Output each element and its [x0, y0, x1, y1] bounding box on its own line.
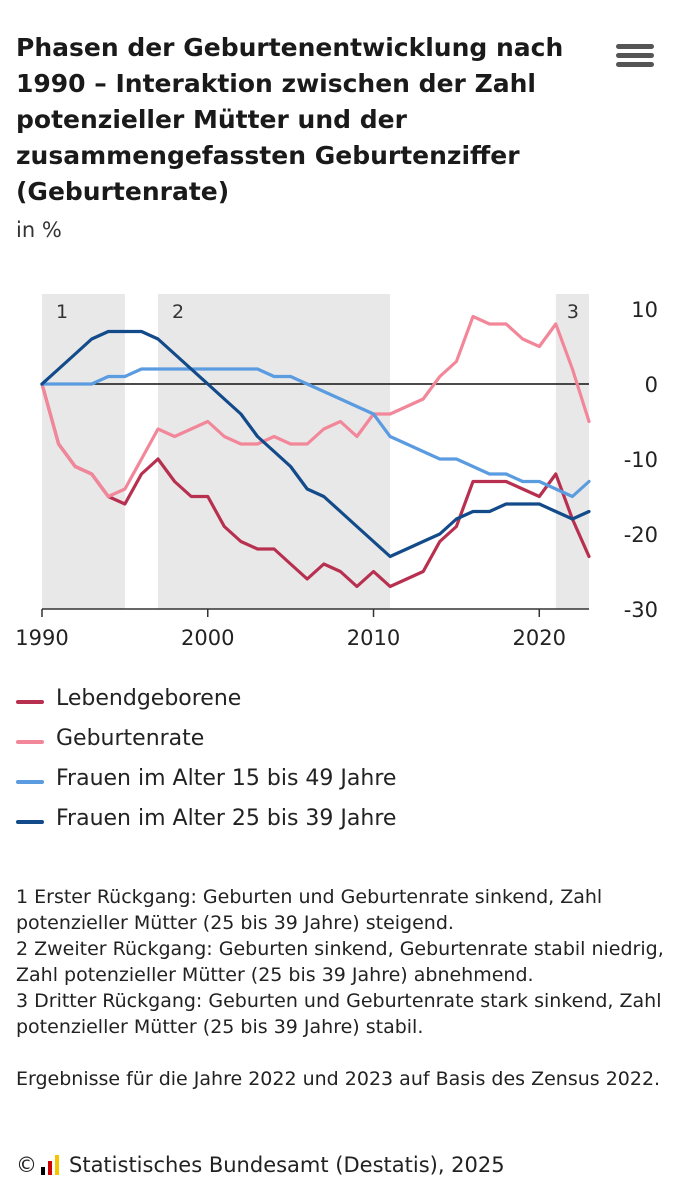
hamburger-menu-icon[interactable]	[612, 40, 658, 80]
series-line-3	[40, 367, 591, 499]
phase-band-1	[42, 294, 125, 609]
legend-label: Frauen im Alter 15 bis 49 Jahre	[56, 766, 397, 791]
legend-label: Geburtenrate	[56, 726, 205, 751]
note-phase-1: 1 Erster Rückgang: Geburten und Geburten…	[16, 886, 603, 934]
series-line-1	[40, 382, 591, 589]
x-tick-label: 2000	[181, 626, 234, 650]
copyright-symbol: ©	[16, 1153, 37, 1177]
note-census: Ergebnisse für die Jahre 2022 und 2023 a…	[16, 1068, 661, 1090]
series-lines	[40, 314, 591, 589]
logo-bar-3	[55, 1155, 59, 1175]
x-tick-label: 2020	[513, 626, 566, 650]
logo-bar-2	[48, 1161, 52, 1175]
legend-label: Frauen im Alter 25 bis 39 Jahre	[56, 806, 397, 831]
unit-label: in %	[16, 218, 62, 242]
chart-title: Phasen der Geburtenentwicklung nach 1990…	[16, 33, 564, 206]
y-tick-label: 0	[645, 373, 658, 397]
legend-swatch-frauen-15-49	[16, 780, 44, 784]
logo-bar-1	[41, 1167, 45, 1175]
legend-label: Lebendgeborene	[56, 686, 242, 711]
legend-swatch-lebendgeborene	[16, 700, 44, 704]
y-tick-label: -30	[624, 598, 658, 622]
note-phase-3: 3 Dritter Rückgang: Geburten und Geburte…	[16, 990, 662, 1038]
footnotes: 1 Erster Rückgang: Geburten und Geburten…	[16, 884, 676, 1092]
phase-bands: 1 2 3	[42, 294, 589, 609]
phase-label-2: 2	[172, 301, 184, 323]
y-tick-label: 10	[631, 298, 658, 322]
phase-label-1: 1	[56, 301, 68, 323]
phase-label-3: 3	[567, 301, 579, 323]
x-tick-label: 2010	[347, 626, 400, 650]
axes: 1990 2000 2010 2020 10 0 -10 -20 -30	[15, 298, 658, 650]
phase-band-3	[555, 294, 589, 609]
legend-swatch-frauen-25-39	[16, 820, 44, 824]
note-phase-2: 2 Zweiter Rückgang: Geburten sinkend, Ge…	[16, 938, 664, 986]
y-tick-label: -10	[624, 448, 658, 472]
line-chart: 1 2 3 1990 2000 2010 2020 10 0 -10 -20 -30	[15, 294, 658, 650]
series-line-4	[40, 329, 591, 559]
source-line: © Statistisches Bundesamt (Destatis), 20…	[16, 1153, 505, 1177]
series-line-2	[40, 314, 591, 499]
destatis-logo-icon	[41, 1155, 59, 1175]
legend-swatch-geburtenrate	[16, 740, 44, 744]
y-tick-label: -20	[624, 523, 658, 547]
source-text: Statistisches Bundesamt (Destatis), 2025	[69, 1153, 505, 1177]
x-tick-label: 1990	[15, 626, 68, 650]
